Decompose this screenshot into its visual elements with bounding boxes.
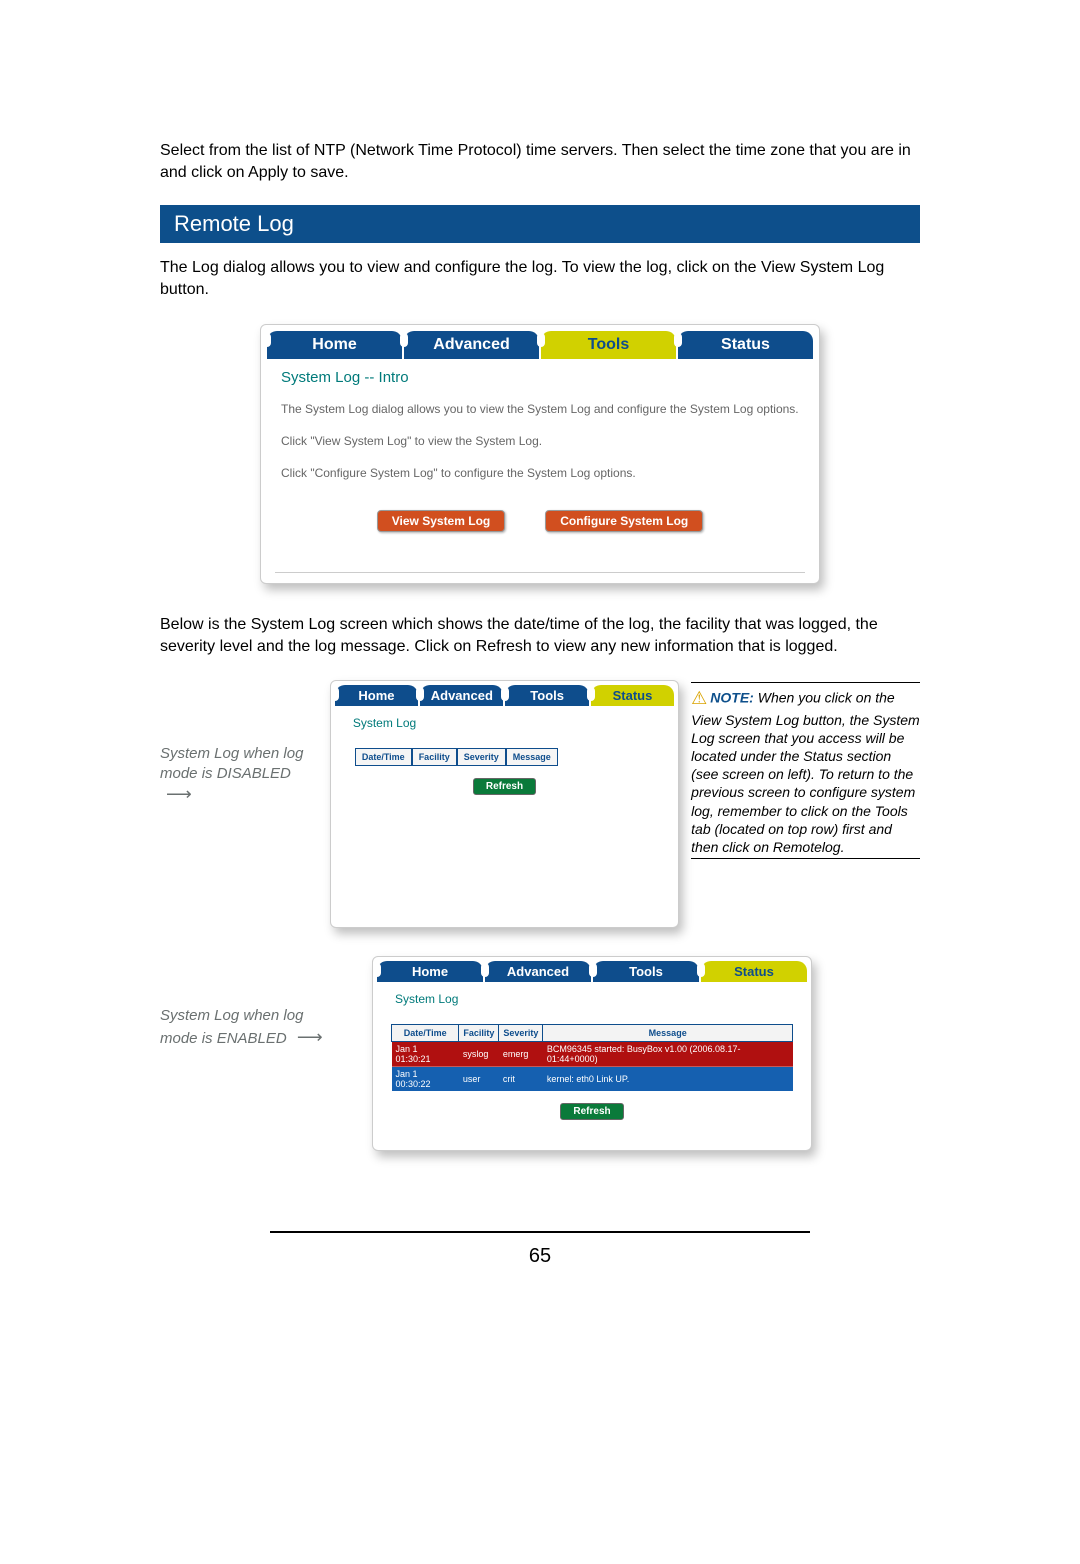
screenshot-log-enabled: Home Advanced Tools Status System Log Da… — [372, 956, 812, 1151]
table-row: Jan 1 01:30:21 syslog emerg BCM96345 sta… — [392, 1042, 793, 1067]
tab-label: Home — [358, 688, 394, 703]
cell-message: kernel: eth0 Link UP. — [543, 1067, 793, 1092]
caption-line: System Log when log — [160, 745, 303, 762]
tab-label: Advanced — [431, 688, 493, 703]
remotelog-body-1: The Log dialog allows you to view and co… — [160, 257, 920, 302]
tab-label: Status — [734, 964, 774, 979]
note-text: When you click on the View System Log bu… — [691, 690, 920, 855]
th-severity: Severity — [499, 1025, 543, 1042]
th-date: Date/Time — [355, 748, 412, 766]
tab-label: Status — [613, 688, 653, 703]
tab-label: Tools — [530, 688, 564, 703]
caption-line: mode is DISABLED — [160, 765, 291, 782]
th-date: Date/Time — [392, 1025, 459, 1042]
remotelog-body-2: Below is the System Log screen which sho… — [160, 614, 920, 659]
tab-home[interactable]: Home — [377, 961, 483, 982]
cell-date: Jan 1 01:30:21 — [392, 1042, 459, 1067]
refresh-button[interactable]: Refresh — [473, 778, 536, 795]
caption-line: mode is ENABLED — [160, 1030, 287, 1047]
log-table-empty: Date/Time Facility Severity Message — [355, 748, 654, 766]
tab-label: Advanced — [507, 964, 569, 979]
cell-severity: crit — [499, 1067, 543, 1092]
tab-status[interactable]: Status — [678, 331, 813, 359]
cell-facility: syslog — [459, 1042, 499, 1067]
tab-label: Advanced — [433, 336, 509, 353]
th-severity: Severity — [457, 748, 506, 766]
panel-text-1: The System Log dialog allows you to view… — [281, 402, 799, 416]
arrow-icon: ⟶ — [166, 783, 192, 806]
cell-date: Jan 1 00:30:22 — [392, 1067, 459, 1092]
th-facility: Facility — [412, 748, 457, 766]
panel-heading: System Log — [395, 992, 807, 1006]
table-row: Jan 1 00:30:22 user crit kernel: eth0 Li… — [392, 1067, 793, 1092]
cell-message: BCM96345 started: BusyBox v1.00 (2006.08… — [543, 1042, 793, 1067]
tab-home[interactable]: Home — [267, 331, 402, 359]
divider — [691, 682, 920, 683]
divider — [691, 858, 920, 859]
cell-severity: emerg — [499, 1042, 543, 1067]
ntp-intro-text: Select from the list of NTP (Network Tim… — [160, 140, 920, 185]
caption-line: System Log when log — [160, 1007, 303, 1024]
tab-label: Tools — [588, 336, 629, 353]
th-message: Message — [543, 1025, 793, 1042]
page-number: 65 — [160, 1245, 920, 1268]
th-facility: Facility — [459, 1025, 499, 1042]
note-title: NOTE: — [710, 690, 754, 706]
refresh-button[interactable]: Refresh — [560, 1103, 623, 1120]
section-header-remotelog: Remote Log — [160, 205, 920, 243]
tab-status[interactable]: Status — [701, 961, 807, 982]
tab-label: Status — [721, 336, 770, 353]
tab-label: Home — [312, 336, 356, 353]
tab-advanced[interactable]: Advanced — [420, 685, 503, 706]
screenshot-log-disabled: Home Advanced Tools Status System Log Da… — [330, 680, 679, 928]
screenshot-intro: Home Advanced Tools Status System Log --… — [260, 324, 820, 584]
page-divider — [270, 1231, 810, 1233]
tab-advanced[interactable]: Advanced — [404, 331, 539, 359]
tab-tools[interactable]: Tools — [505, 685, 588, 706]
configure-system-log-button[interactable]: Configure System Log — [545, 510, 703, 532]
arrow-icon: ⟶ — [297, 1026, 323, 1049]
tab-advanced[interactable]: Advanced — [485, 961, 591, 982]
th-message: Message — [506, 748, 558, 766]
panel-text-2: Click "View System Log" to view the Syst… — [281, 434, 799, 448]
warning-icon: ⚠ — [691, 687, 707, 710]
divider — [275, 572, 805, 573]
tab-label: Home — [412, 964, 448, 979]
tab-tools[interactable]: Tools — [593, 961, 699, 982]
log-table: Date/Time Facility Severity Message Jan … — [391, 1024, 793, 1091]
tab-label: Tools — [629, 964, 663, 979]
tab-status[interactable]: Status — [591, 685, 674, 706]
panel-heading: System Log -- Intro — [281, 369, 813, 386]
caption-disabled: System Log when log mode is DISABLED ⟶ — [160, 680, 318, 806]
panel-heading: System Log — [353, 716, 674, 730]
cell-facility: user — [459, 1067, 499, 1092]
tab-home[interactable]: Home — [335, 685, 418, 706]
panel-text-3: Click "Configure System Log" to configur… — [281, 466, 799, 480]
tab-tools[interactable]: Tools — [541, 331, 676, 359]
view-system-log-button[interactable]: View System Log — [377, 510, 505, 532]
note-box: ⚠NOTE: When you click on the View System… — [691, 680, 920, 863]
caption-enabled: System Log when log mode is ENABLED ⟶ — [160, 956, 360, 1151]
